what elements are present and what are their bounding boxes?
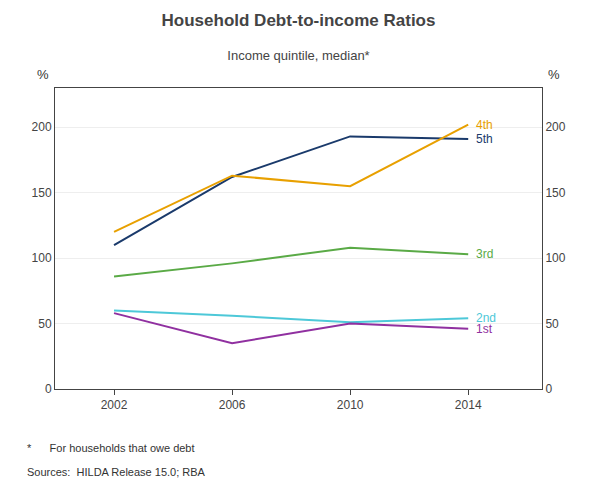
svg-text:1st: 1st bbox=[476, 322, 493, 336]
svg-text:50: 50 bbox=[545, 317, 559, 331]
svg-text:50: 50 bbox=[38, 317, 52, 331]
svg-text:* For households that owe: * For households that owe debt bbox=[27, 442, 195, 454]
svg-text:100: 100 bbox=[32, 251, 52, 265]
svg-text:2010: 2010 bbox=[337, 398, 364, 412]
svg-text:200: 200 bbox=[32, 120, 52, 134]
svg-text:2006: 2006 bbox=[219, 398, 246, 412]
svg-text:0: 0 bbox=[45, 382, 52, 396]
svg-text:%: % bbox=[37, 67, 49, 82]
svg-text:2002: 2002 bbox=[101, 398, 128, 412]
svg-text:Household Debt-to-income Ratio: Household Debt-to-income Ratios bbox=[162, 11, 436, 30]
svg-text:%: % bbox=[548, 67, 560, 82]
svg-text:4th: 4th bbox=[476, 118, 493, 132]
svg-text:150: 150 bbox=[545, 186, 565, 200]
svg-text:Income quintile, median*: Income quintile, median* bbox=[227, 48, 369, 63]
svg-text:100: 100 bbox=[545, 251, 565, 265]
svg-text:0: 0 bbox=[545, 382, 552, 396]
svg-text:150: 150 bbox=[32, 186, 52, 200]
svg-text:Sources: HILDA Release 15.0;: Sources: HILDA Release 15.0; RBA bbox=[27, 466, 206, 478]
svg-text:5th: 5th bbox=[476, 132, 493, 146]
svg-text:2nd: 2nd bbox=[476, 311, 496, 325]
svg-text:200: 200 bbox=[545, 120, 565, 134]
svg-text:3rd: 3rd bbox=[476, 247, 493, 261]
svg-text:2014: 2014 bbox=[455, 398, 482, 412]
